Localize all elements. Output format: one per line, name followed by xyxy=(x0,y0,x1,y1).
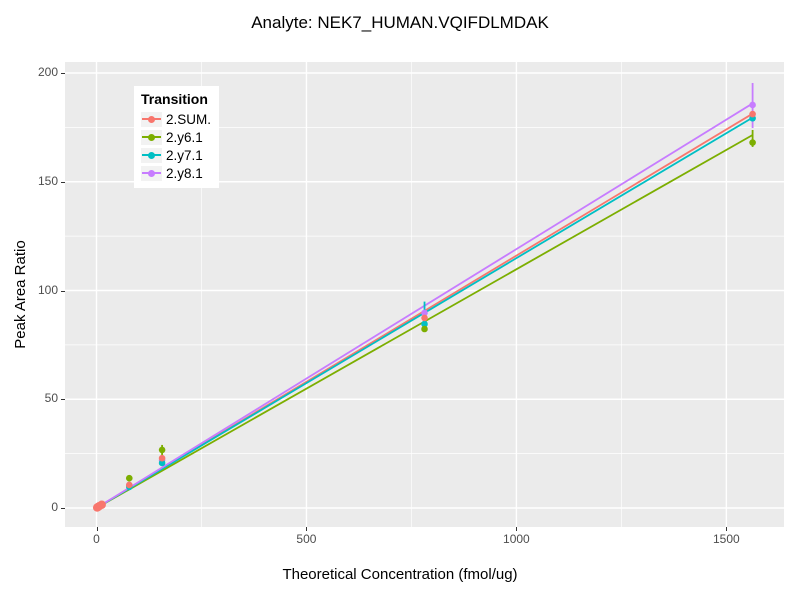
legend-entries: 2.SUM. 2.y6.1 2.y7.1 2.y8.1 xyxy=(141,110,211,182)
data-point xyxy=(125,481,133,489)
x-tick-label: 1000 xyxy=(503,532,530,546)
x-tick-mark xyxy=(96,527,98,531)
legend-key-icon xyxy=(141,147,162,163)
legend-key-dot-icon xyxy=(148,169,155,177)
y-tick-label: 0 xyxy=(51,500,58,514)
data-point xyxy=(158,459,166,467)
y-tick-label: 50 xyxy=(44,391,58,406)
legend-entry: 2.y8.1 xyxy=(141,164,211,182)
legend-key-icon xyxy=(141,165,162,181)
legend-key-icon xyxy=(141,129,162,145)
data-point xyxy=(421,309,428,317)
legend-entry: 2.y6.1 xyxy=(141,128,211,146)
legend-entry-label: 2.y8.1 xyxy=(166,165,203,181)
y-tick-mark xyxy=(61,181,65,183)
legend-entry-label: 2.y7.1 xyxy=(166,147,203,163)
y-tick-label: 150 xyxy=(37,173,58,188)
data-point xyxy=(749,139,756,146)
plot-title: Analyte: NEK7_HUMAN.VQIFDLMDAK xyxy=(251,13,549,32)
origin-cluster-point xyxy=(97,500,106,509)
legend-key-dot-icon xyxy=(148,115,155,123)
x-tick-label: 500 xyxy=(296,532,317,546)
x-tick-mark xyxy=(306,527,308,531)
legend-key-dot-icon xyxy=(148,133,155,141)
data-point xyxy=(158,454,166,462)
data-point xyxy=(421,325,428,333)
data-point xyxy=(421,314,428,322)
data-point xyxy=(749,110,756,118)
legend-title: Transition xyxy=(141,91,208,107)
data-point xyxy=(125,474,133,482)
legend: Transition 2.SUM. 2.y6.1 2.y7.1 2.y8.1 xyxy=(134,86,220,188)
y-tick-label: 200 xyxy=(37,65,58,79)
legend-key-dot-icon xyxy=(148,151,155,159)
x-axis-title: Theoretical Concentration (fmol/ug) xyxy=(282,566,518,583)
chart-canvas xyxy=(65,62,784,527)
data-point xyxy=(749,101,756,109)
legend-key-icon xyxy=(141,111,162,127)
x-tick-mark xyxy=(726,527,728,531)
legend-entry: 2.SUM. xyxy=(141,110,211,128)
x-tick-label: 0 xyxy=(93,532,100,546)
y-tick-mark xyxy=(61,508,65,509)
y-tick-mark xyxy=(61,399,65,401)
legend-entry: 2.y7.1 xyxy=(141,146,211,164)
x-tick-mark xyxy=(516,527,518,531)
legend-entry-label: 2.SUM. xyxy=(166,111,212,127)
y-tick-mark xyxy=(61,290,65,292)
x-tick-label: 1500 xyxy=(712,532,740,546)
data-point xyxy=(421,320,428,328)
y-tick-label: 100 xyxy=(37,282,58,297)
legend-entry-label: 2.y6.1 xyxy=(166,129,203,145)
data-point xyxy=(158,446,166,454)
y-tick-mark xyxy=(61,73,65,74)
